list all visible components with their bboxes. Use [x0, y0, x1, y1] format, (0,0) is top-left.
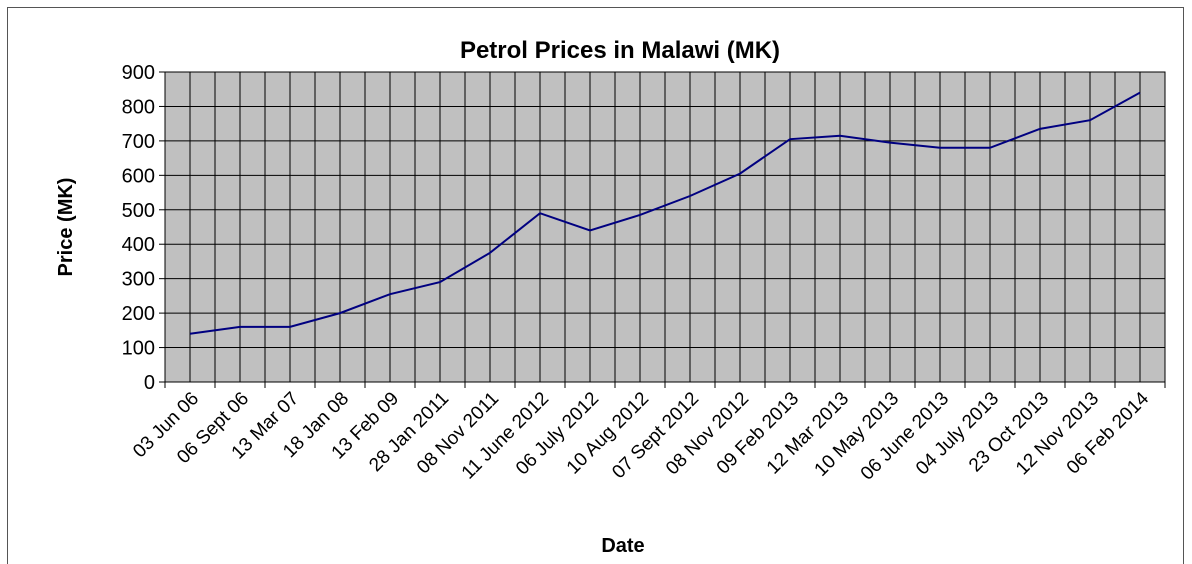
y-tick-label: 300	[122, 269, 155, 291]
y-tick-label: 600	[122, 165, 155, 187]
y-tick-label: 800	[122, 96, 155, 118]
chart-title: Petrol Prices in Malawi (MK)	[460, 37, 780, 64]
y-tick-label: 200	[122, 303, 155, 325]
y-tick-label: 900	[122, 62, 155, 84]
y-tick-label: 400	[122, 234, 155, 256]
x-axis-label: Date	[601, 535, 644, 557]
y-tick-label: 700	[122, 131, 155, 153]
y-axis-label: Price (MK)	[55, 178, 77, 277]
data-line	[189, 91, 1141, 335]
y-tick-label: 100	[122, 338, 155, 360]
y-tick-label: 500	[122, 200, 155, 222]
y-tick-label: 0	[144, 372, 155, 394]
